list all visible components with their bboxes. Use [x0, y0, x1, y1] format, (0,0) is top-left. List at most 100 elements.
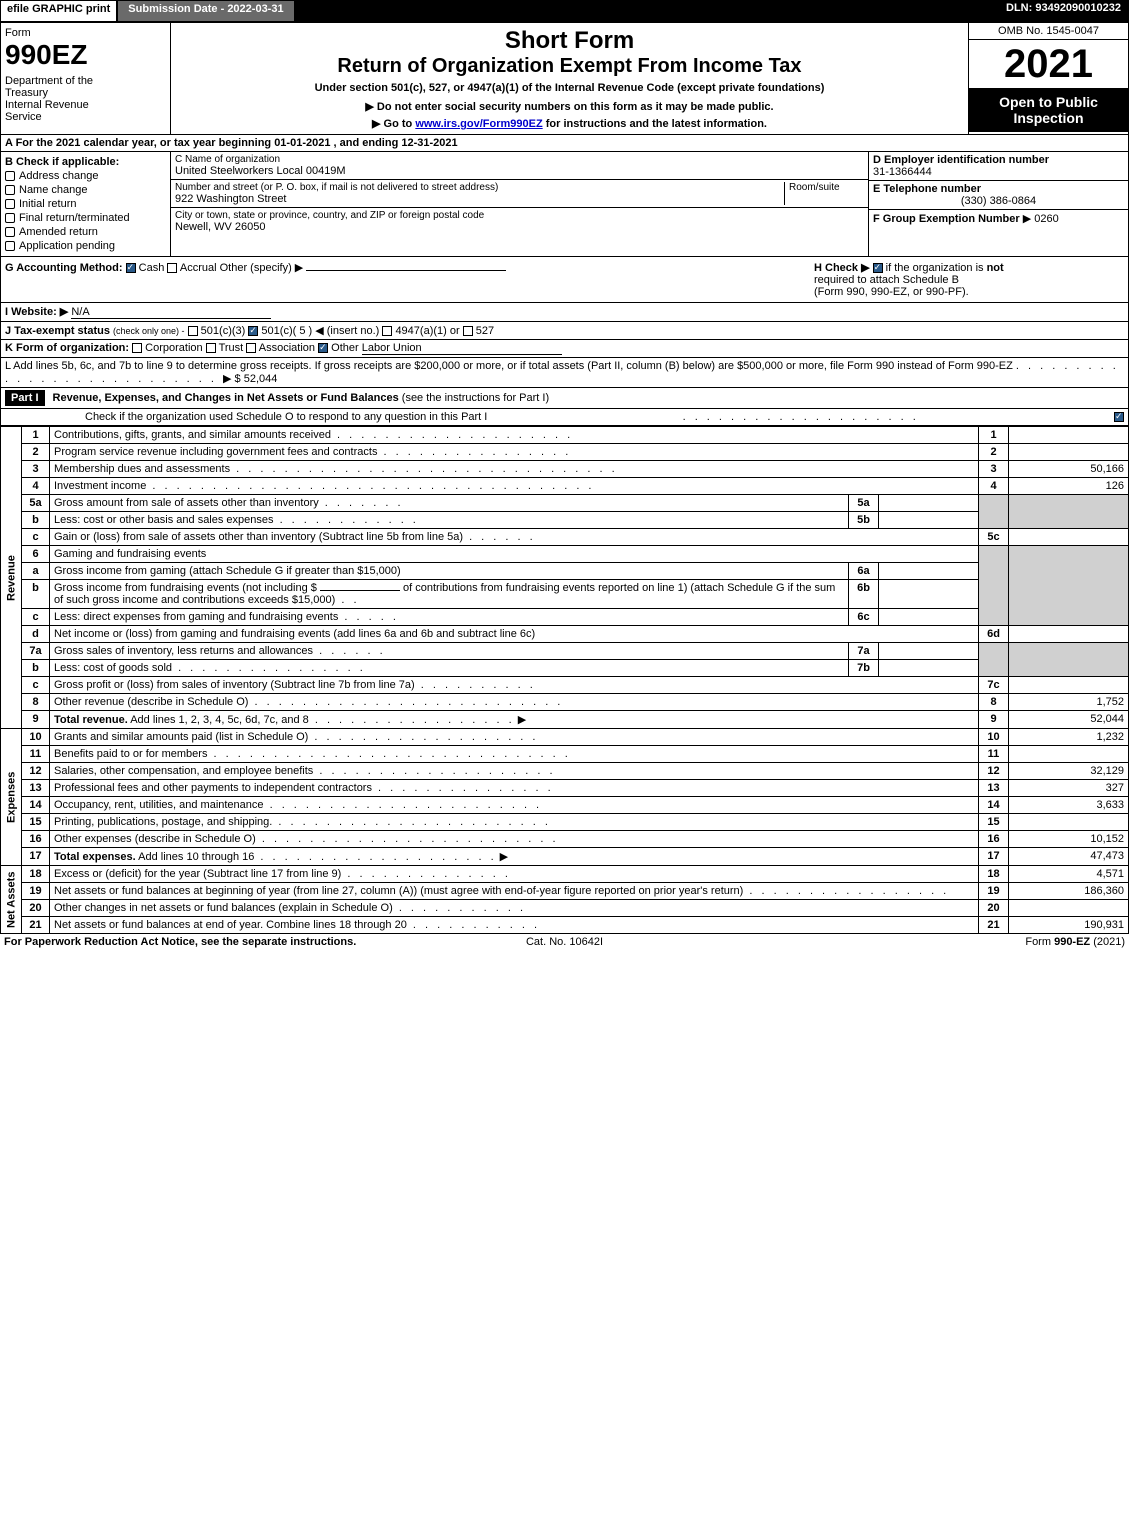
line-19-amt: 186,360 [1009, 883, 1129, 900]
checkbox-other-org[interactable] [318, 343, 328, 353]
line-1-num: 1 [22, 427, 50, 444]
part-i-check-text: Check if the organization used Schedule … [85, 411, 487, 423]
line-11-rnum: 11 [979, 746, 1009, 763]
line-19-num: 19 [22, 883, 50, 900]
checkbox-address-change[interactable] [5, 171, 15, 181]
website-value: N/A [71, 306, 271, 319]
checkbox-accrual[interactable] [167, 263, 177, 273]
opt-trust: Trust [219, 342, 244, 354]
line-21-amt: 190,931 [1009, 917, 1129, 934]
line-7c-num: c [22, 677, 50, 694]
tax-year: 2021 [969, 40, 1128, 88]
line-7a-subval [879, 643, 979, 660]
checkbox-trust[interactable] [206, 343, 216, 353]
line-16-num: 16 [22, 831, 50, 848]
part-i-title-text: Revenue, Expenses, and Changes in Net As… [53, 392, 399, 404]
top-bar: efile GRAPHIC print Submission Date - 20… [0, 0, 1129, 22]
blank-line[interactable] [320, 590, 400, 591]
efile-label[interactable]: efile GRAPHIC print [0, 0, 117, 22]
submission-date: Submission Date - 2022-03-31 [117, 0, 294, 22]
line-4-rnum: 4 [979, 478, 1009, 495]
short-form-title: Short Form [175, 27, 964, 55]
sec-h-text3: (Form 990, 990-EZ, or 990-PF). [814, 286, 969, 298]
opt-501c3: 501(c)(3) [201, 325, 246, 337]
line-5b-subval [879, 512, 979, 529]
checkbox-application-pending[interactable] [5, 241, 15, 251]
other-specify-line[interactable] [306, 270, 506, 271]
subtitle-2: ▶ Do not enter social security numbers o… [175, 100, 964, 113]
department-label: Department of theTreasuryInternal Revenu… [5, 75, 166, 123]
form-header: Form 990EZ Department of theTreasuryInte… [0, 22, 1129, 135]
line-6d-num: d [22, 626, 50, 643]
checkbox-association[interactable] [246, 343, 256, 353]
line-5c-rnum: 5c [979, 529, 1009, 546]
shade-cell [1009, 495, 1129, 529]
line-20-amt [1009, 900, 1129, 917]
opt-final-return: Final return/terminated [19, 212, 130, 224]
line-a-text: A For the 2021 calendar year, or tax yea… [5, 137, 458, 149]
line-13-desc: Professional fees and other payments to … [54, 782, 372, 794]
line-5a-subnum: 5a [849, 495, 879, 512]
checkbox-schedule-b[interactable] [873, 263, 883, 273]
sec-h-not: not [987, 262, 1004, 274]
line-10-desc: Grants and similar amounts paid (list in… [54, 731, 308, 743]
line-12-desc: Salaries, other compensation, and employ… [54, 765, 313, 777]
line-5a-subval [879, 495, 979, 512]
checkbox-4947[interactable] [382, 326, 392, 336]
line-18-rnum: 18 [979, 866, 1009, 883]
irs-link[interactable]: www.irs.gov/Form990EZ [415, 118, 542, 130]
opt-initial-return: Initial return [19, 198, 76, 210]
line-14-rnum: 14 [979, 797, 1009, 814]
checkbox-501c[interactable] [248, 326, 258, 336]
line-5b-num: b [22, 512, 50, 529]
checkbox-amended-return[interactable] [5, 227, 15, 237]
line-5c-num: c [22, 529, 50, 546]
line-i: I Website: ▶ N/A [0, 303, 1129, 322]
revenue-label: Revenue [1, 427, 22, 729]
checkbox-name-change[interactable] [5, 185, 15, 195]
opt-name-change: Name change [19, 184, 88, 196]
line-6d-rnum: 6d [979, 626, 1009, 643]
checkbox-501c3[interactable] [188, 326, 198, 336]
checkbox-corporation[interactable] [132, 343, 142, 353]
line-20-desc: Other changes in net assets or fund bala… [54, 902, 393, 914]
checkbox-schedule-o[interactable] [1114, 412, 1124, 422]
form-word: Form [5, 27, 166, 39]
line-7b-desc: Less: cost of goods sold [54, 662, 172, 674]
part-i-sub: (see the instructions for Part I) [402, 392, 549, 404]
name-label: C Name of organization [175, 154, 864, 165]
checkbox-cash[interactable] [126, 263, 136, 273]
line-12-rnum: 12 [979, 763, 1009, 780]
line-l-text: L Add lines 5b, 6c, and 7b to line 9 to … [5, 360, 1013, 372]
line-20-rnum: 20 [979, 900, 1009, 917]
sub3-post: for instructions and the latest informat… [543, 118, 767, 130]
line-11-num: 11 [22, 746, 50, 763]
line-7a-num: 7a [22, 643, 50, 660]
footer-form-no: 990-EZ [1054, 936, 1090, 948]
shade-cell [979, 546, 1009, 626]
opt-corporation: Corporation [145, 342, 202, 354]
checkbox-final-return[interactable] [5, 213, 15, 223]
line-11-desc: Benefits paid to or for members [54, 748, 207, 760]
line-15-num: 15 [22, 814, 50, 831]
line-10-rnum: 10 [979, 729, 1009, 746]
line-18-desc: Excess or (deficit) for the year (Subtra… [54, 868, 341, 880]
subtitle-1: Under section 501(c), 527, or 4947(a)(1)… [175, 82, 964, 94]
line-19-rnum: 19 [979, 883, 1009, 900]
line-k: K Form of organization: Corporation Trus… [0, 340, 1129, 358]
line-15-desc: Printing, publications, postage, and shi… [54, 816, 272, 828]
street-label: Number and street (or P. O. box, if mail… [175, 182, 784, 193]
section-b: B Check if applicable: Address change Na… [1, 152, 171, 256]
checkbox-527[interactable] [463, 326, 473, 336]
line-2-num: 2 [22, 444, 50, 461]
line-12-amt: 32,129 [1009, 763, 1129, 780]
line-l: L Add lines 5b, 6c, and 7b to line 9 to … [0, 358, 1129, 388]
other-org-value: Labor Union [362, 342, 562, 355]
line-5c-amt [1009, 529, 1129, 546]
checkbox-initial-return[interactable] [5, 199, 15, 209]
line-16-rnum: 16 [979, 831, 1009, 848]
open-public: Open to Public Inspection [969, 88, 1128, 132]
line-13-num: 13 [22, 780, 50, 797]
line-j: J Tax-exempt status (check only one) - 5… [0, 322, 1129, 340]
footer-mid: Cat. No. 10642I [378, 936, 752, 948]
